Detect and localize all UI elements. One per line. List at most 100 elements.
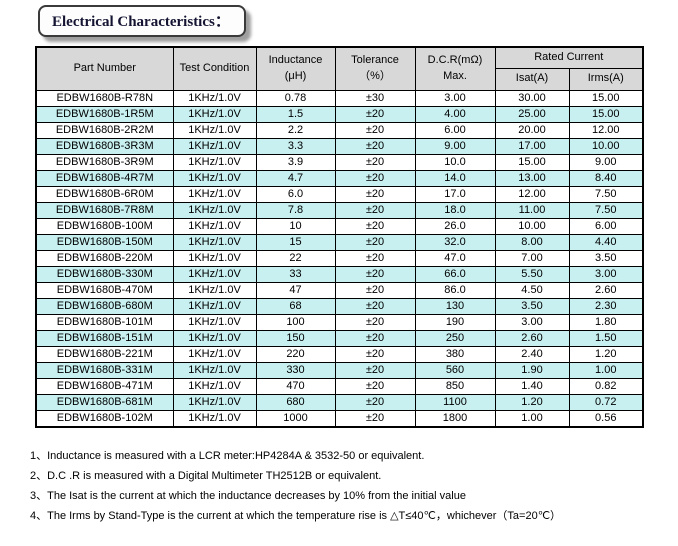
- col-header-tolerance-line2: （%）: [359, 69, 391, 82]
- table-cell: 1.20: [568, 345, 644, 363]
- table-cell: 7.8: [255, 201, 336, 219]
- table-cell: ±20: [334, 137, 416, 155]
- table-cell: 20.00: [494, 121, 570, 139]
- table-cell: EDBW1680B-7R8M: [35, 201, 174, 219]
- table-cell: 6.00: [568, 217, 644, 235]
- table-row: EDBW1680B-101M 1KHz/1.0V 100 ±20 190 3.00 1.80: [35, 313, 644, 331]
- table-cell: ±20: [334, 393, 416, 411]
- table-cell: 2.40: [494, 345, 570, 363]
- table-cell: 1KHz/1.0V: [172, 409, 257, 427]
- table-cell: EDBW1680B-150M: [35, 233, 174, 251]
- table-cell: EDBW1680B-681M: [35, 393, 174, 411]
- table-cell: ±20: [334, 281, 416, 299]
- table-cell: 1.40: [494, 377, 570, 395]
- table-cell: 10: [255, 217, 336, 235]
- table-cell: 10.00: [494, 217, 570, 235]
- table-cell: 66.0: [414, 265, 496, 283]
- table-cell: 1.20: [494, 393, 570, 411]
- table-cell: 7.50: [568, 201, 644, 219]
- table-cell: 33: [255, 265, 336, 283]
- table-cell: 3.3: [255, 137, 336, 155]
- table-row: EDBW1680B-220M 1KHz/1.0V 22 ±20 47.0 7.00 3.50: [35, 249, 644, 267]
- col-header-isat: Isat(A): [494, 68, 570, 91]
- table-cell: EDBW1680B-4R7M: [35, 169, 174, 187]
- table-cell: ±20: [334, 153, 416, 171]
- table-cell: 0.82: [568, 377, 644, 395]
- table-cell: 17.00: [494, 137, 570, 155]
- table-cell: 850: [414, 377, 496, 395]
- col-header-dcr: D.C.R(mΩ) Max.: [414, 46, 496, 91]
- table-cell: 190: [414, 313, 496, 331]
- table-cell: 1KHz/1.0V: [172, 137, 257, 155]
- table-cell: EDBW1680B-220M: [35, 249, 174, 267]
- col-header-dcr-line1: D.C.R(mΩ): [427, 53, 483, 66]
- characteristics-table: Part Number Test Condition Inductance (μ…: [35, 46, 644, 428]
- page-title: Electrical Characteristics：: [38, 5, 246, 37]
- table-cell: 1KHz/1.0V: [172, 265, 257, 283]
- table-cell: EDBW1680B-6R0M: [35, 185, 174, 203]
- table-cell: 470: [255, 377, 336, 395]
- table-cell: 11.00: [494, 201, 570, 219]
- table-cell: 1KHz/1.0V: [172, 345, 257, 363]
- table-cell: 3.9: [255, 153, 336, 171]
- table-cell: 47: [255, 281, 336, 299]
- table-cell: 0.78: [255, 89, 336, 107]
- table-cell: 1KHz/1.0V: [172, 281, 257, 299]
- table-cell: 10.0: [414, 153, 496, 171]
- table-cell: ±20: [334, 105, 416, 123]
- table-row: EDBW1680B-471M 1KHz/1.0V 470 ±20 850 1.40 0.82: [35, 377, 644, 395]
- table-cell: 1.80: [568, 313, 644, 331]
- col-header-inductance-line1: Inductance: [268, 53, 323, 66]
- table-cell: EDBW1680B-2R2M: [35, 121, 174, 139]
- table-body: EDBW1680B-R78N 1KHz/1.0V 0.78 ±30 3.00 30.00 1…: [35, 89, 644, 427]
- col-header-part-number: Part Number: [35, 46, 174, 91]
- table-cell: 3.50: [568, 249, 644, 267]
- table-cell: EDBW1680B-101M: [35, 313, 174, 331]
- table-cell: 330: [255, 361, 336, 379]
- table-cell: 3.50: [494, 297, 570, 315]
- table-cell: EDBW1680B-331M: [35, 361, 174, 379]
- table-cell: EDBW1680B-470M: [35, 281, 174, 299]
- table-cell: EDBW1680B-3R9M: [35, 153, 174, 171]
- table-row: EDBW1680B-4R7M 1KHz/1.0V 4.7 ±20 14.0 13.00 8.…: [35, 169, 644, 187]
- table-cell: EDBW1680B-R78N: [35, 89, 174, 107]
- table-cell: 2.2: [255, 121, 336, 139]
- table-cell: 7.50: [568, 185, 644, 203]
- table-cell: ±20: [334, 169, 416, 187]
- table-cell: 3.00: [568, 265, 644, 283]
- table-cell: 26.0: [414, 217, 496, 235]
- table-cell: 4.7: [255, 169, 336, 187]
- table-cell: 12.00: [568, 121, 644, 139]
- table-cell: EDBW1680B-221M: [35, 345, 174, 363]
- footnote-line: 4、The Irms by Stand-Type is the current …: [30, 509, 562, 522]
- table-cell: ±20: [334, 361, 416, 379]
- col-header-irms: Irms(A): [568, 68, 644, 91]
- table-cell: ±20: [334, 345, 416, 363]
- table-row: EDBW1680B-7R8M 1KHz/1.0V 7.8 ±20 18.0 11.00 7.…: [35, 201, 644, 219]
- table-cell: 2.60: [494, 329, 570, 347]
- table-cell: 130: [414, 297, 496, 315]
- table-cell: ±20: [334, 377, 416, 395]
- table-cell: ±20: [334, 297, 416, 315]
- table-cell: 68: [255, 297, 336, 315]
- table-cell: 1KHz/1.0V: [172, 121, 257, 139]
- table-cell: 15.00: [568, 105, 644, 123]
- table-row: EDBW1680B-150M 1KHz/1.0V 15 ±20 32.0 8.00 4.40: [35, 233, 644, 251]
- table-cell: ±20: [334, 121, 416, 139]
- table-cell: 250: [414, 329, 496, 347]
- col-header-inductance: Inductance (μH): [255, 46, 336, 91]
- table-cell: 560: [414, 361, 496, 379]
- table-row: EDBW1680B-1R5M 1KHz/1.0V 1.5 ±20 4.00 25.00 15…: [35, 105, 644, 123]
- table-cell: 1.5: [255, 105, 336, 123]
- table-cell: 680: [255, 393, 336, 411]
- table-row: EDBW1680B-330M 1KHz/1.0V 33 ±20 66.0 5.50 3.00: [35, 265, 644, 283]
- table-cell: ±20: [334, 265, 416, 283]
- table-cell: ±20: [334, 249, 416, 267]
- table-row: EDBW1680B-331M 1KHz/1.0V 330 ±20 560 1.90 1.00: [35, 361, 644, 379]
- table-cell: 0.56: [568, 409, 644, 427]
- table-cell: 2.30: [568, 297, 644, 315]
- table-cell: EDBW1680B-330M: [35, 265, 174, 283]
- table-cell: 17.0: [414, 185, 496, 203]
- table-cell: 1KHz/1.0V: [172, 217, 257, 235]
- table-cell: 3.00: [414, 89, 496, 107]
